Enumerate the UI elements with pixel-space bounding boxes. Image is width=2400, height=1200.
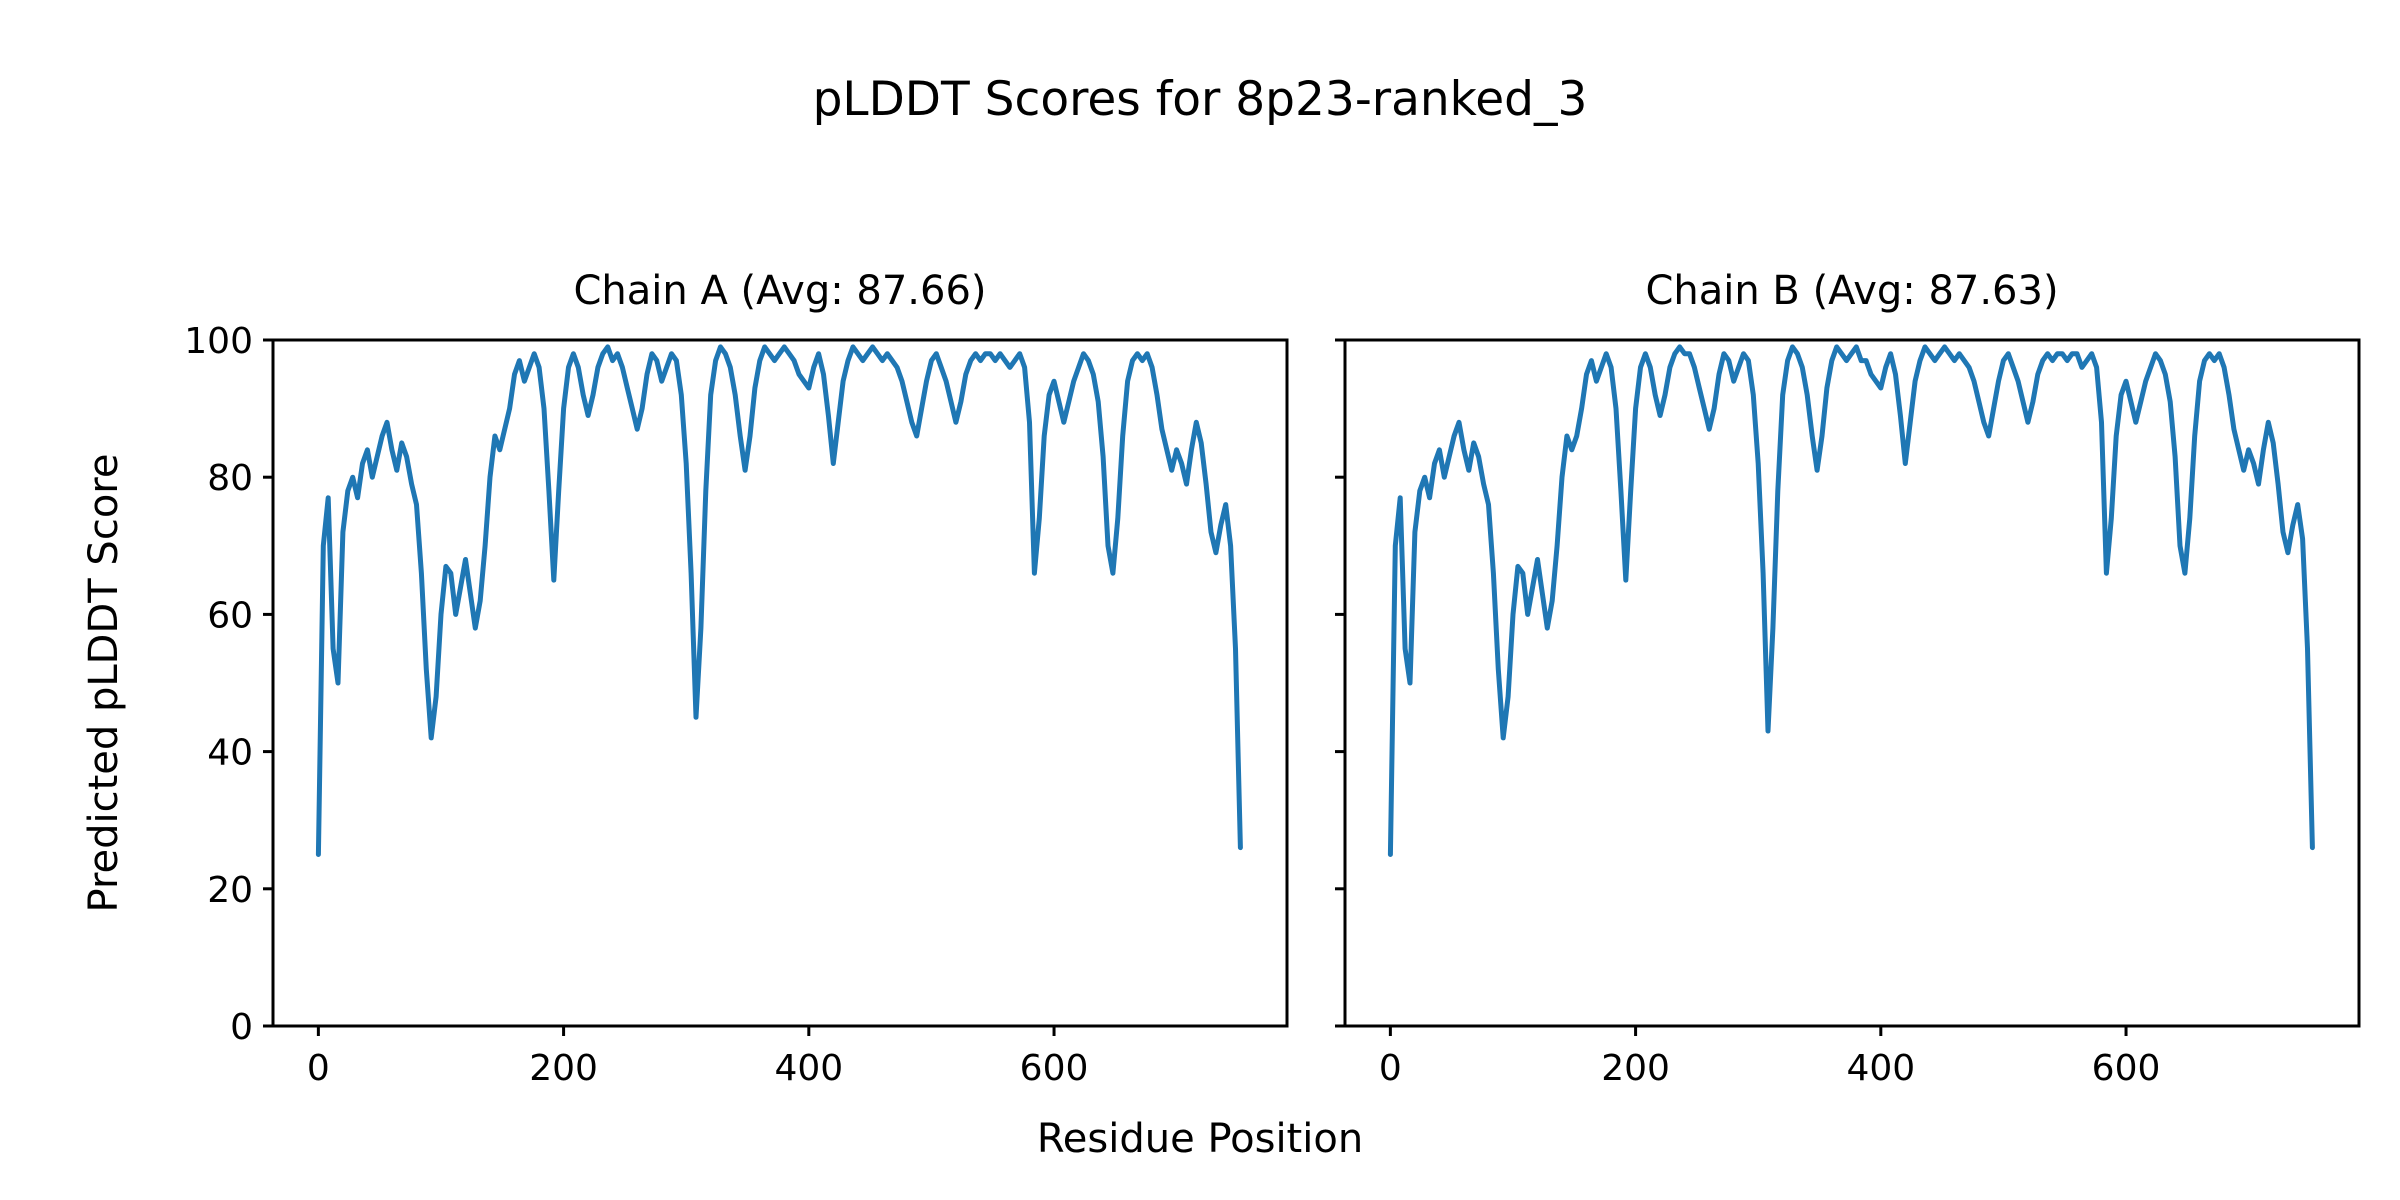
x-tick-label: 0 <box>307 1048 330 1089</box>
x-tick-label: 600 <box>2092 1048 2161 1089</box>
x-tick-label: 400 <box>1846 1048 1915 1089</box>
y-tick-label: 80 <box>207 458 253 499</box>
y-tick-label: 40 <box>207 733 253 774</box>
axes-spines <box>1343 338 2361 1028</box>
chain-b-plot: 0 200 400 600 <box>1335 338 2361 1089</box>
y-axis-label: Predicted pLDDT Score <box>81 453 127 913</box>
x-tick-label: 600 <box>1020 1048 1089 1089</box>
y-tick-label: 60 <box>207 595 253 636</box>
x-tick-label: 400 <box>774 1048 843 1089</box>
chain-a-plot: 0 200 400 600 0 20 40 60 80 100 <box>184 321 1289 1089</box>
x-axis-label: Residue Position <box>1036 1116 1364 1162</box>
x-tick-label: 200 <box>1601 1048 1670 1089</box>
y-tick-label: 20 <box>207 870 253 911</box>
subplot-title-chain-b: Chain B (Avg: 87.63) <box>1645 268 2059 314</box>
y-tick-label: 100 <box>184 321 253 362</box>
x-tick-label: 200 <box>529 1048 598 1089</box>
plddt-line <box>1387 344 2315 857</box>
subplot-title-chain-a: Chain A (Avg: 87.66) <box>573 268 987 314</box>
x-tick-label: 0 <box>1379 1048 1402 1089</box>
axes-spines <box>271 338 1289 1028</box>
y-tick-label: 0 <box>230 1007 253 1048</box>
figure-title: pLDDT Scores for 8p23-ranked_3 <box>812 72 1588 127</box>
plddt-line <box>315 344 1243 857</box>
